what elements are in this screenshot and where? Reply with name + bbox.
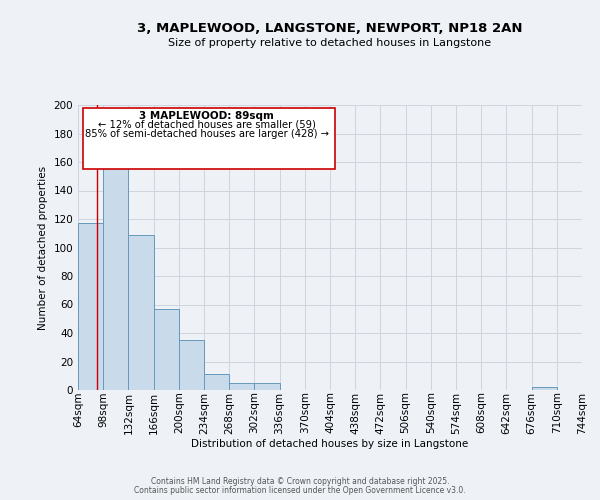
FancyBboxPatch shape bbox=[83, 108, 335, 169]
Text: 85% of semi-detached houses are larger (428) →: 85% of semi-detached houses are larger (… bbox=[85, 129, 329, 139]
Text: 3, MAPLEWOOD, LANGSTONE, NEWPORT, NP18 2AN: 3, MAPLEWOOD, LANGSTONE, NEWPORT, NP18 2… bbox=[137, 22, 523, 36]
Y-axis label: Number of detached properties: Number of detached properties bbox=[38, 166, 48, 330]
X-axis label: Distribution of detached houses by size in Langstone: Distribution of detached houses by size … bbox=[191, 439, 469, 449]
Text: Contains public sector information licensed under the Open Government Licence v3: Contains public sector information licen… bbox=[134, 486, 466, 495]
Bar bbox=[254, 383, 280, 390]
Bar bbox=[229, 383, 254, 390]
Text: ← 12% of detached houses are smaller (59): ← 12% of detached houses are smaller (59… bbox=[98, 120, 316, 130]
Text: Contains HM Land Registry data © Crown copyright and database right 2025.: Contains HM Land Registry data © Crown c… bbox=[151, 477, 449, 486]
Bar bbox=[204, 374, 229, 390]
Bar bbox=[103, 156, 128, 390]
Text: Size of property relative to detached houses in Langstone: Size of property relative to detached ho… bbox=[169, 38, 491, 48]
Bar bbox=[154, 309, 179, 390]
Bar bbox=[78, 224, 103, 390]
Bar bbox=[128, 234, 154, 390]
Text: 3 MAPLEWOOD: 89sqm: 3 MAPLEWOOD: 89sqm bbox=[139, 112, 274, 122]
Bar bbox=[179, 340, 204, 390]
Bar bbox=[532, 387, 557, 390]
